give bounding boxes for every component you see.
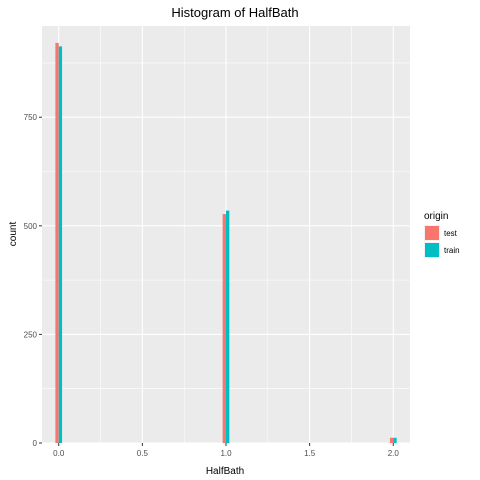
y-tick-label: 0 — [33, 439, 38, 448]
x-axis-label: HalfBath — [206, 466, 244, 477]
legend-label-test: test — [444, 229, 458, 238]
y-tick-label: 250 — [24, 330, 38, 339]
legend-title: origin — [424, 211, 448, 222]
bar-train-0 — [58, 46, 63, 444]
bar-train-1 — [226, 210, 230, 443]
bars — [55, 42, 397, 444]
y-tick-label: 750 — [24, 113, 38, 122]
y-axis-label: count — [8, 222, 19, 247]
legend-key-test — [425, 226, 439, 240]
x-tick-label: 2.0 — [388, 449, 400, 458]
legend: origin test train — [424, 211, 460, 258]
x-axis-ticks: 0.0 0.5 1.0 1.5 2.0 — [53, 443, 399, 458]
x-tick-label: 0.5 — [137, 449, 149, 458]
y-axis-ticks: 0 250 500 750 — [24, 113, 42, 448]
bar-test-2 — [389, 437, 394, 443]
x-tick-label: 1.0 — [220, 449, 232, 458]
bar-train-2 — [393, 437, 397, 443]
x-tick-label: 0.0 — [53, 449, 65, 458]
chart-title: Histogram of HalfBath — [171, 5, 298, 20]
bar-test-1 — [222, 214, 226, 443]
legend-label-train: train — [444, 246, 460, 255]
legend-key-train — [425, 243, 439, 257]
bar-test-0 — [55, 42, 59, 444]
x-tick-label: 1.5 — [304, 449, 316, 458]
y-tick-label: 500 — [24, 222, 38, 231]
